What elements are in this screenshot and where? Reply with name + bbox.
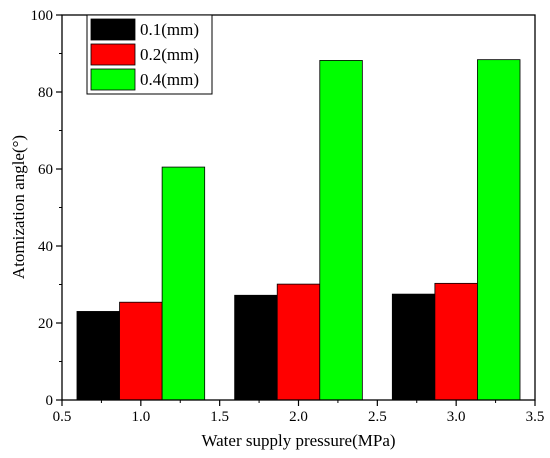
y-tick-label: 20 bbox=[38, 316, 53, 332]
bar-04mm-group-3 bbox=[477, 59, 521, 401]
legend-swatch bbox=[90, 43, 136, 66]
bar-01mm-group-2 bbox=[234, 294, 278, 401]
bar-02mm-group-2 bbox=[276, 283, 321, 401]
x-tick-label: 3.0 bbox=[447, 409, 466, 425]
bar-02mm-group-1 bbox=[119, 301, 163, 401]
y-tick-label: 80 bbox=[38, 85, 53, 101]
bars-layer bbox=[76, 59, 521, 401]
bar-01mm-group-1 bbox=[76, 311, 120, 401]
x-tick-label: 1.0 bbox=[131, 409, 150, 425]
legend-swatch bbox=[90, 68, 136, 91]
y-tick-label: 40 bbox=[38, 239, 53, 255]
legend-label: 0.2(mm) bbox=[140, 45, 199, 64]
axes-layer: 0.5 1.0 1.5 2.0 2.5 3.0 3.5 0 20 40 60 80 100 bbox=[31, 8, 545, 425]
legend-swatch bbox=[90, 18, 136, 41]
y-tick-label: 60 bbox=[38, 162, 53, 178]
y-axis-title: Atomization angle(°) bbox=[9, 135, 28, 279]
legend-label: 0.1(mm) bbox=[140, 20, 199, 39]
bar-04mm-group-1 bbox=[161, 166, 206, 401]
y-tick-label: 100 bbox=[31, 8, 54, 24]
x-tick-label: 1.5 bbox=[210, 409, 229, 425]
y-tick-label: 0 bbox=[46, 393, 54, 409]
x-tick-label: 2.5 bbox=[368, 409, 387, 425]
x-tick-label: 3.5 bbox=[526, 409, 545, 425]
bar-01mm-group-3 bbox=[391, 293, 436, 401]
bar-04mm-group-2 bbox=[319, 60, 363, 401]
x-tick-label: 2.0 bbox=[289, 409, 308, 425]
x-axis-title: Water supply pressure(MPa) bbox=[201, 431, 395, 450]
legend: 0.1(mm) 0.2(mm) 0.4(mm) bbox=[86, 14, 213, 95]
bar-02mm-group-3 bbox=[434, 282, 478, 401]
x-tick-label: 0.5 bbox=[53, 409, 72, 425]
legend-label: 0.4(mm) bbox=[140, 70, 199, 89]
